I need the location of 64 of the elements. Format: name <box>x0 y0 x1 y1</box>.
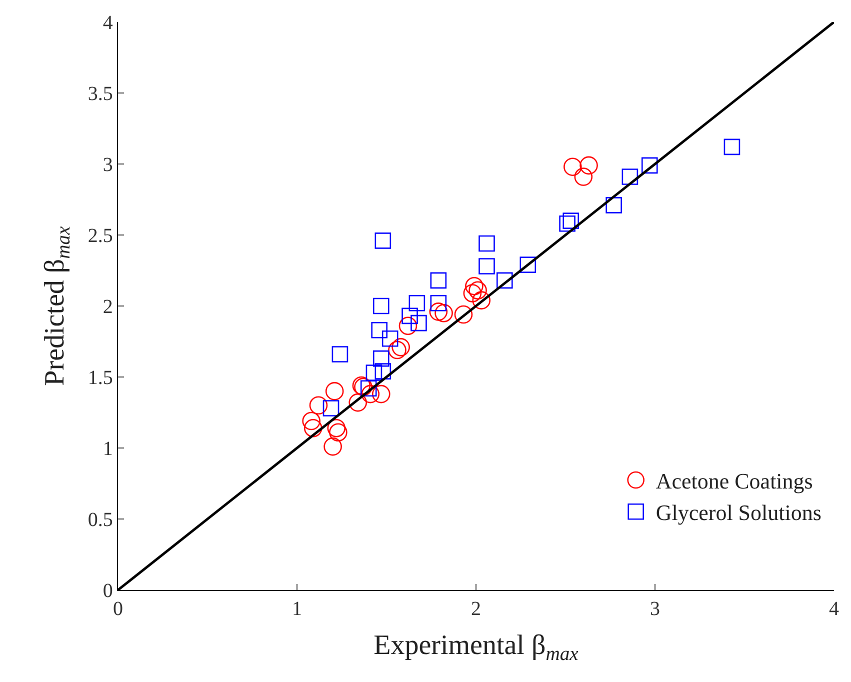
x-tick-label: 4 <box>829 598 839 620</box>
point <box>410 314 427 332</box>
point <box>402 308 418 324</box>
point <box>322 400 340 416</box>
point <box>562 212 580 229</box>
point <box>564 158 582 176</box>
point <box>388 340 406 360</box>
point <box>496 272 513 289</box>
point <box>468 281 487 300</box>
point <box>622 168 638 185</box>
point <box>366 364 382 381</box>
x-axis-title: Experimental β$_{max}$ <box>374 630 579 666</box>
point <box>574 168 593 186</box>
y-tick-label: 2 <box>102 296 113 318</box>
point <box>559 215 576 232</box>
x-tick-label: 3 <box>650 598 660 620</box>
point <box>324 437 342 456</box>
point <box>329 423 348 442</box>
legend-label: Glycerol Solutions <box>656 500 822 526</box>
x-tick-label: 1 <box>292 598 302 620</box>
point <box>429 302 448 321</box>
point <box>302 412 320 430</box>
y-tick-label: 0.5 <box>88 509 113 531</box>
point <box>478 235 495 252</box>
y-tick-label: 1 <box>102 438 113 460</box>
x-tick-label: 2 <box>471 598 481 620</box>
point <box>641 157 658 174</box>
point <box>372 384 390 404</box>
point <box>392 338 410 356</box>
point <box>327 418 346 438</box>
point <box>332 346 348 362</box>
point <box>382 330 398 347</box>
point <box>434 304 453 322</box>
point <box>430 272 447 289</box>
point <box>325 382 344 400</box>
point <box>360 380 377 397</box>
point <box>520 256 536 273</box>
point <box>348 393 368 412</box>
point <box>454 305 473 324</box>
legend-label: Acetone Coatings <box>656 468 813 494</box>
y-tick-label: 3 <box>102 154 113 176</box>
point <box>372 350 390 367</box>
point <box>430 295 447 312</box>
point <box>371 322 388 338</box>
point <box>463 284 482 302</box>
point <box>472 291 491 310</box>
point <box>374 363 392 380</box>
y-tick-label: 0 <box>102 580 113 602</box>
y-tick-label: 3.5 <box>88 83 113 105</box>
point <box>372 298 390 314</box>
point <box>408 295 426 312</box>
point <box>361 384 380 404</box>
point <box>606 197 622 214</box>
point <box>478 258 495 274</box>
y-tick-label: 4 <box>102 12 113 34</box>
point <box>398 316 418 336</box>
point <box>309 396 328 415</box>
point <box>580 156 598 175</box>
point <box>724 138 740 156</box>
point <box>374 232 392 249</box>
point <box>304 418 322 438</box>
point <box>465 276 484 296</box>
y-tick-label: 2.5 <box>88 225 113 247</box>
y-tick-label: 1.5 <box>88 367 113 389</box>
